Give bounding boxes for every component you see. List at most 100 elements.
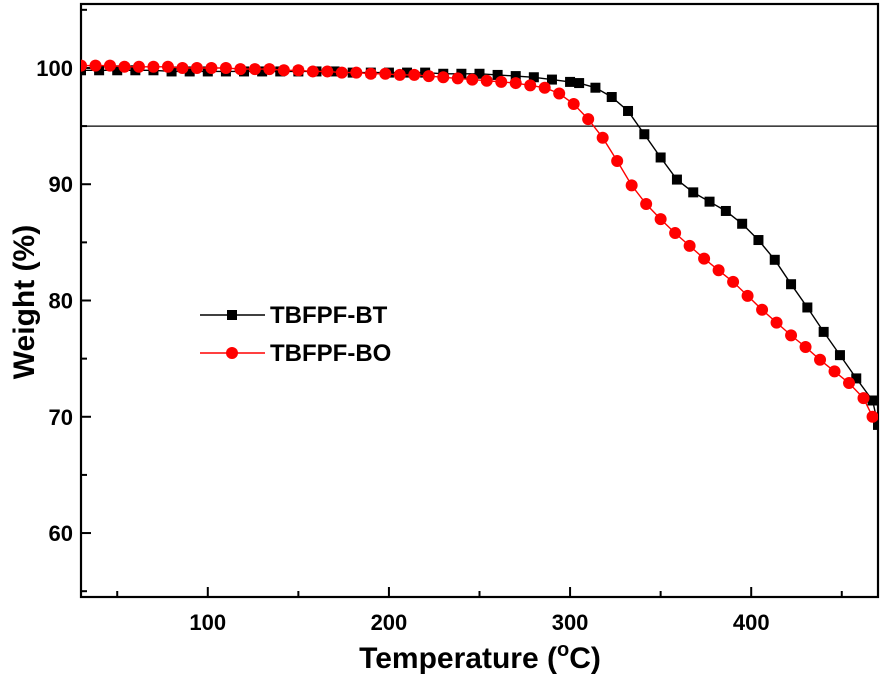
data-point-tbfpf-bo <box>437 71 450 84</box>
data-point-tbfpf-bo <box>582 113 595 126</box>
data-point-tbfpf-bo <box>408 68 421 81</box>
data-point-tbfpf-bo <box>422 70 435 83</box>
data-point-tbfpf-bo <box>843 377 856 390</box>
data-point-tbfpf-bo <box>350 66 363 79</box>
data-point-tbfpf-bo <box>466 73 479 86</box>
x-tick-label: 200 <box>371 610 408 635</box>
y-tick-label: 80 <box>49 289 73 314</box>
series-line-tbfpf-bt <box>81 69 878 426</box>
data-point-tbfpf-bo <box>219 61 232 74</box>
data-point-tbfpf-bo <box>263 63 276 76</box>
data-point-tbfpf-bo <box>451 72 464 85</box>
data-point-tbfpf-bt <box>851 373 862 384</box>
legend-label-tbfpf-bo: TBFPF-BO <box>270 340 391 367</box>
data-point-tbfpf-bt <box>590 82 601 93</box>
data-point-tbfpf-bt <box>873 419 878 430</box>
data-point-tbfpf-bt <box>786 279 797 290</box>
data-point-tbfpf-bt <box>639 129 650 140</box>
data-point-tbfpf-bo <box>118 60 131 73</box>
x-tick-label: 300 <box>552 610 589 635</box>
data-point-tbfpf-bo <box>712 264 725 277</box>
data-point-tbfpf-bt <box>720 205 731 216</box>
data-point-tbfpf-bo <box>306 65 319 78</box>
data-point-tbfpf-bo <box>509 77 522 90</box>
data-point-tbfpf-bt <box>606 92 617 103</box>
data-point-tbfpf-bo <box>596 131 609 144</box>
x-tick-label: 100 <box>189 610 226 635</box>
data-point-tbfpf-bo <box>81 59 87 72</box>
data-point-tbfpf-bo <box>814 353 827 366</box>
series-tbfpf-bo <box>81 59 878 423</box>
data-point-tbfpf-bo <box>161 60 174 73</box>
data-point-tbfpf-bt <box>704 196 715 207</box>
y-tick-label: 60 <box>49 521 73 546</box>
data-point-tbfpf-bo <box>292 64 305 77</box>
data-point-tbfpf-bt <box>688 187 699 198</box>
data-point-tbfpf-bo <box>640 197 653 210</box>
legend-marker-tbfpf-bt <box>227 310 237 320</box>
data-point-tbfpf-bt <box>671 174 682 185</box>
data-point-tbfpf-bo <box>857 392 870 405</box>
data-point-tbfpf-bo <box>234 63 247 76</box>
data-point-tbfpf-bt <box>257 66 268 77</box>
legend-label-tbfpf-bt: TBFPF-BT <box>270 302 388 329</box>
data-point-tbfpf-bt <box>492 69 503 80</box>
data-point-tbfpf-bo <box>756 303 769 316</box>
legend-marker-tbfpf-bo <box>226 347 238 359</box>
data-point-tbfpf-bt <box>737 218 748 229</box>
series-tbfpf-bt <box>81 65 878 430</box>
data-point-tbfpf-bt <box>574 78 585 89</box>
data-point-tbfpf-bt <box>474 68 485 79</box>
x-axis-ticks: 100 200 300 400 <box>116 587 843 635</box>
data-point-tbfpf-bt <box>753 235 764 246</box>
data-point-tbfpf-bo <box>89 59 102 72</box>
data-point-tbfpf-bo <box>698 252 711 265</box>
data-point-tbfpf-bo <box>741 289 754 302</box>
data-point-tbfpf-bo <box>538 81 551 94</box>
data-point-tbfpf-bt <box>546 74 557 85</box>
data-point-tbfpf-bt <box>802 302 813 313</box>
data-point-tbfpf-bo <box>654 213 667 226</box>
data-point-tbfpf-bo <box>480 74 493 87</box>
data-point-tbfpf-bo <box>625 179 638 192</box>
y-tick-label: 100 <box>36 56 73 81</box>
data-point-tbfpf-bo <box>176 61 189 74</box>
data-point-tbfpf-bt <box>112 65 123 76</box>
data-point-tbfpf-bo <box>727 275 740 288</box>
data-point-tbfpf-bo <box>393 68 406 81</box>
data-point-tbfpf-bo <box>364 67 377 80</box>
plot-frame <box>79 2 880 599</box>
x-axis-title: Temperature (oC) <box>359 639 601 675</box>
data-point-tbfpf-bo <box>335 66 348 79</box>
series-layer <box>81 59 878 430</box>
plot-area <box>79 2 880 599</box>
data-point-tbfpf-bo <box>277 64 290 77</box>
x-axis-title-main: Temperature ( <box>359 642 557 675</box>
data-point-tbfpf-bt <box>834 350 845 361</box>
data-point-tbfpf-bo <box>770 316 783 329</box>
data-point-tbfpf-bo <box>567 97 580 110</box>
data-point-tbfpf-bt <box>818 326 829 337</box>
data-point-tbfpf-bo <box>205 61 218 74</box>
y-tick-label: 90 <box>49 172 73 197</box>
y-axis-title: Weight (%) <box>8 225 41 379</box>
data-point-tbfpf-bo <box>103 59 116 72</box>
x-tick-label: 400 <box>733 610 770 635</box>
data-point-tbfpf-bo <box>248 63 261 76</box>
data-point-tbfpf-bo <box>866 410 878 423</box>
data-point-tbfpf-bt <box>510 71 521 82</box>
data-point-tbfpf-bt <box>623 105 634 116</box>
data-point-tbfpf-bo <box>190 61 203 74</box>
data-point-tbfpf-bo <box>669 227 682 240</box>
data-point-tbfpf-bo <box>828 365 841 378</box>
data-point-tbfpf-bo <box>379 67 392 80</box>
data-point-tbfpf-bt <box>184 66 195 77</box>
data-point-tbfpf-bo <box>321 65 334 78</box>
data-point-tbfpf-bt <box>402 67 413 78</box>
data-point-tbfpf-bt <box>867 395 878 406</box>
data-point-tbfpf-bo <box>524 79 537 92</box>
data-point-tbfpf-bo <box>799 341 812 354</box>
data-point-tbfpf-bo <box>785 329 798 342</box>
x-axis-title-unit: C) <box>569 642 601 675</box>
